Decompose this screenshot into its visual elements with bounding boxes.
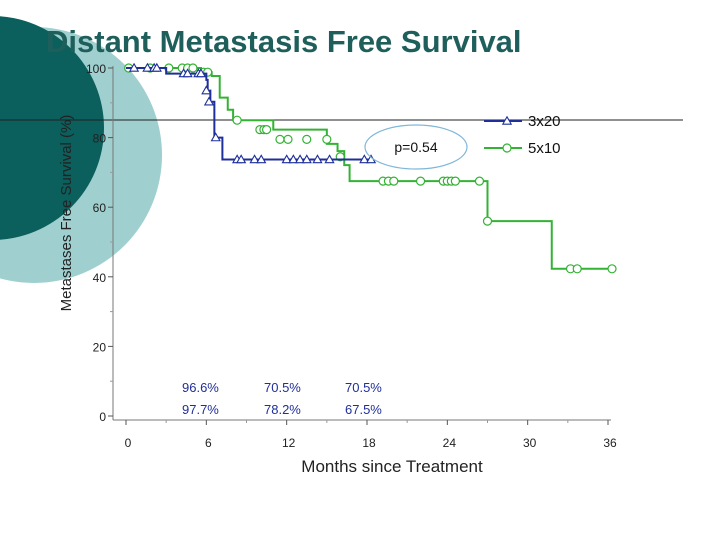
x-axis-label: Months since Treatment bbox=[301, 457, 483, 476]
censor-mark-3x20 bbox=[312, 154, 323, 164]
table-cell: 70.5% bbox=[264, 380, 301, 395]
x-tick-label: 36 bbox=[603, 436, 617, 450]
series-5x10 bbox=[124, 63, 617, 274]
x-tick-label: 30 bbox=[523, 436, 537, 450]
censor-mark-3x20 bbox=[324, 154, 335, 164]
censor-mark-3x20 bbox=[210, 132, 221, 142]
censor-mark-5x10 bbox=[482, 216, 493, 226]
censor-mark-5x10 bbox=[474, 176, 485, 186]
censor-mark-5x10 bbox=[188, 63, 198, 73]
legend: 3x20 5x10 bbox=[484, 113, 561, 157]
y-ticks: 0 20 40 60 80 100 bbox=[86, 62, 113, 424]
survival-curve-5x10 bbox=[126, 67, 613, 270]
censor-mark-3x20 bbox=[203, 96, 215, 106]
censor-mark-3x20 bbox=[256, 154, 267, 164]
censor-mark-5x10 bbox=[261, 124, 272, 135]
slide-title: Distant Metastasis Free Survival bbox=[46, 24, 522, 59]
censor-mark-3x20 bbox=[128, 62, 140, 72]
y-tick-label: 80 bbox=[93, 132, 107, 146]
x-ticks: 0 6 12 18 24 30 36 bbox=[125, 420, 617, 450]
value-table: 96.6% 70.5% 70.5% 97.7% 78.2% 67.5% bbox=[182, 380, 382, 417]
y-tick-label: 20 bbox=[93, 340, 107, 354]
censor-mark-3x20 bbox=[359, 154, 370, 164]
table-cell: 97.7% bbox=[182, 402, 219, 417]
censor-mark-3x20 bbox=[195, 68, 207, 78]
censor-mark-3x20 bbox=[182, 68, 193, 78]
censor-mark-3x20 bbox=[142, 62, 153, 72]
table-cell: 70.5% bbox=[345, 380, 382, 395]
decor-circle-dark bbox=[0, 16, 104, 240]
censor-mark-3x20 bbox=[288, 154, 299, 164]
x-tick-label: 12 bbox=[282, 436, 296, 450]
censor-mark-5x10 bbox=[203, 67, 213, 77]
censor-mark-3x20 bbox=[151, 62, 162, 72]
censor-mark-3x20 bbox=[201, 85, 212, 95]
table-cell: 67.5% bbox=[345, 402, 382, 417]
censor-mark-5x10 bbox=[572, 264, 582, 274]
table-cell: 96.6% bbox=[182, 380, 219, 395]
censor-mark-5x10 bbox=[283, 134, 293, 144]
censor-mark-5x10 bbox=[415, 176, 426, 186]
x-tick-label: 24 bbox=[443, 436, 457, 450]
legend-label-5x10: 5x10 bbox=[528, 140, 561, 157]
censor-mark-3x20 bbox=[281, 154, 292, 164]
y-axis-label: Metastases Free Survival (%) bbox=[58, 115, 75, 312]
legend-label-3x20: 3x20 bbox=[528, 113, 561, 130]
legend-marker-5x10 bbox=[502, 143, 512, 153]
censor-mark-5x10 bbox=[450, 176, 460, 186]
y-tick-label: 60 bbox=[93, 201, 107, 215]
y-tick-label: 40 bbox=[93, 271, 107, 285]
x-tick-label: 18 bbox=[362, 436, 376, 450]
censor-mark-3x20 bbox=[235, 154, 247, 164]
censor-mark-5x10 bbox=[302, 134, 312, 144]
censor-mark-5x10 bbox=[607, 264, 617, 274]
series-layer bbox=[124, 62, 617, 274]
p-value-ellipse bbox=[364, 124, 468, 170]
y-tick-label: 100 bbox=[86, 62, 106, 76]
censor-mark-5x10 bbox=[322, 134, 332, 144]
series-3x20 bbox=[126, 62, 377, 164]
censor-mark-5x10 bbox=[389, 176, 399, 186]
table-cell: 78.2% bbox=[264, 402, 301, 417]
y-tick-label: 0 bbox=[99, 410, 106, 424]
censor-mark-3x20 bbox=[301, 154, 312, 164]
censor-mark-5x10 bbox=[232, 115, 242, 125]
x-tick-label: 6 bbox=[205, 436, 212, 450]
censor-mark-5x10 bbox=[275, 134, 285, 144]
legend-marker-3x20 bbox=[501, 115, 513, 125]
censor-mark-3x20 bbox=[294, 154, 306, 164]
p-value-label: p=0.54 bbox=[394, 139, 437, 155]
x-tick-label: 0 bbox=[125, 436, 132, 450]
censor-mark-3x20 bbox=[249, 154, 260, 164]
survival-curve-3x20 bbox=[126, 67, 374, 161]
